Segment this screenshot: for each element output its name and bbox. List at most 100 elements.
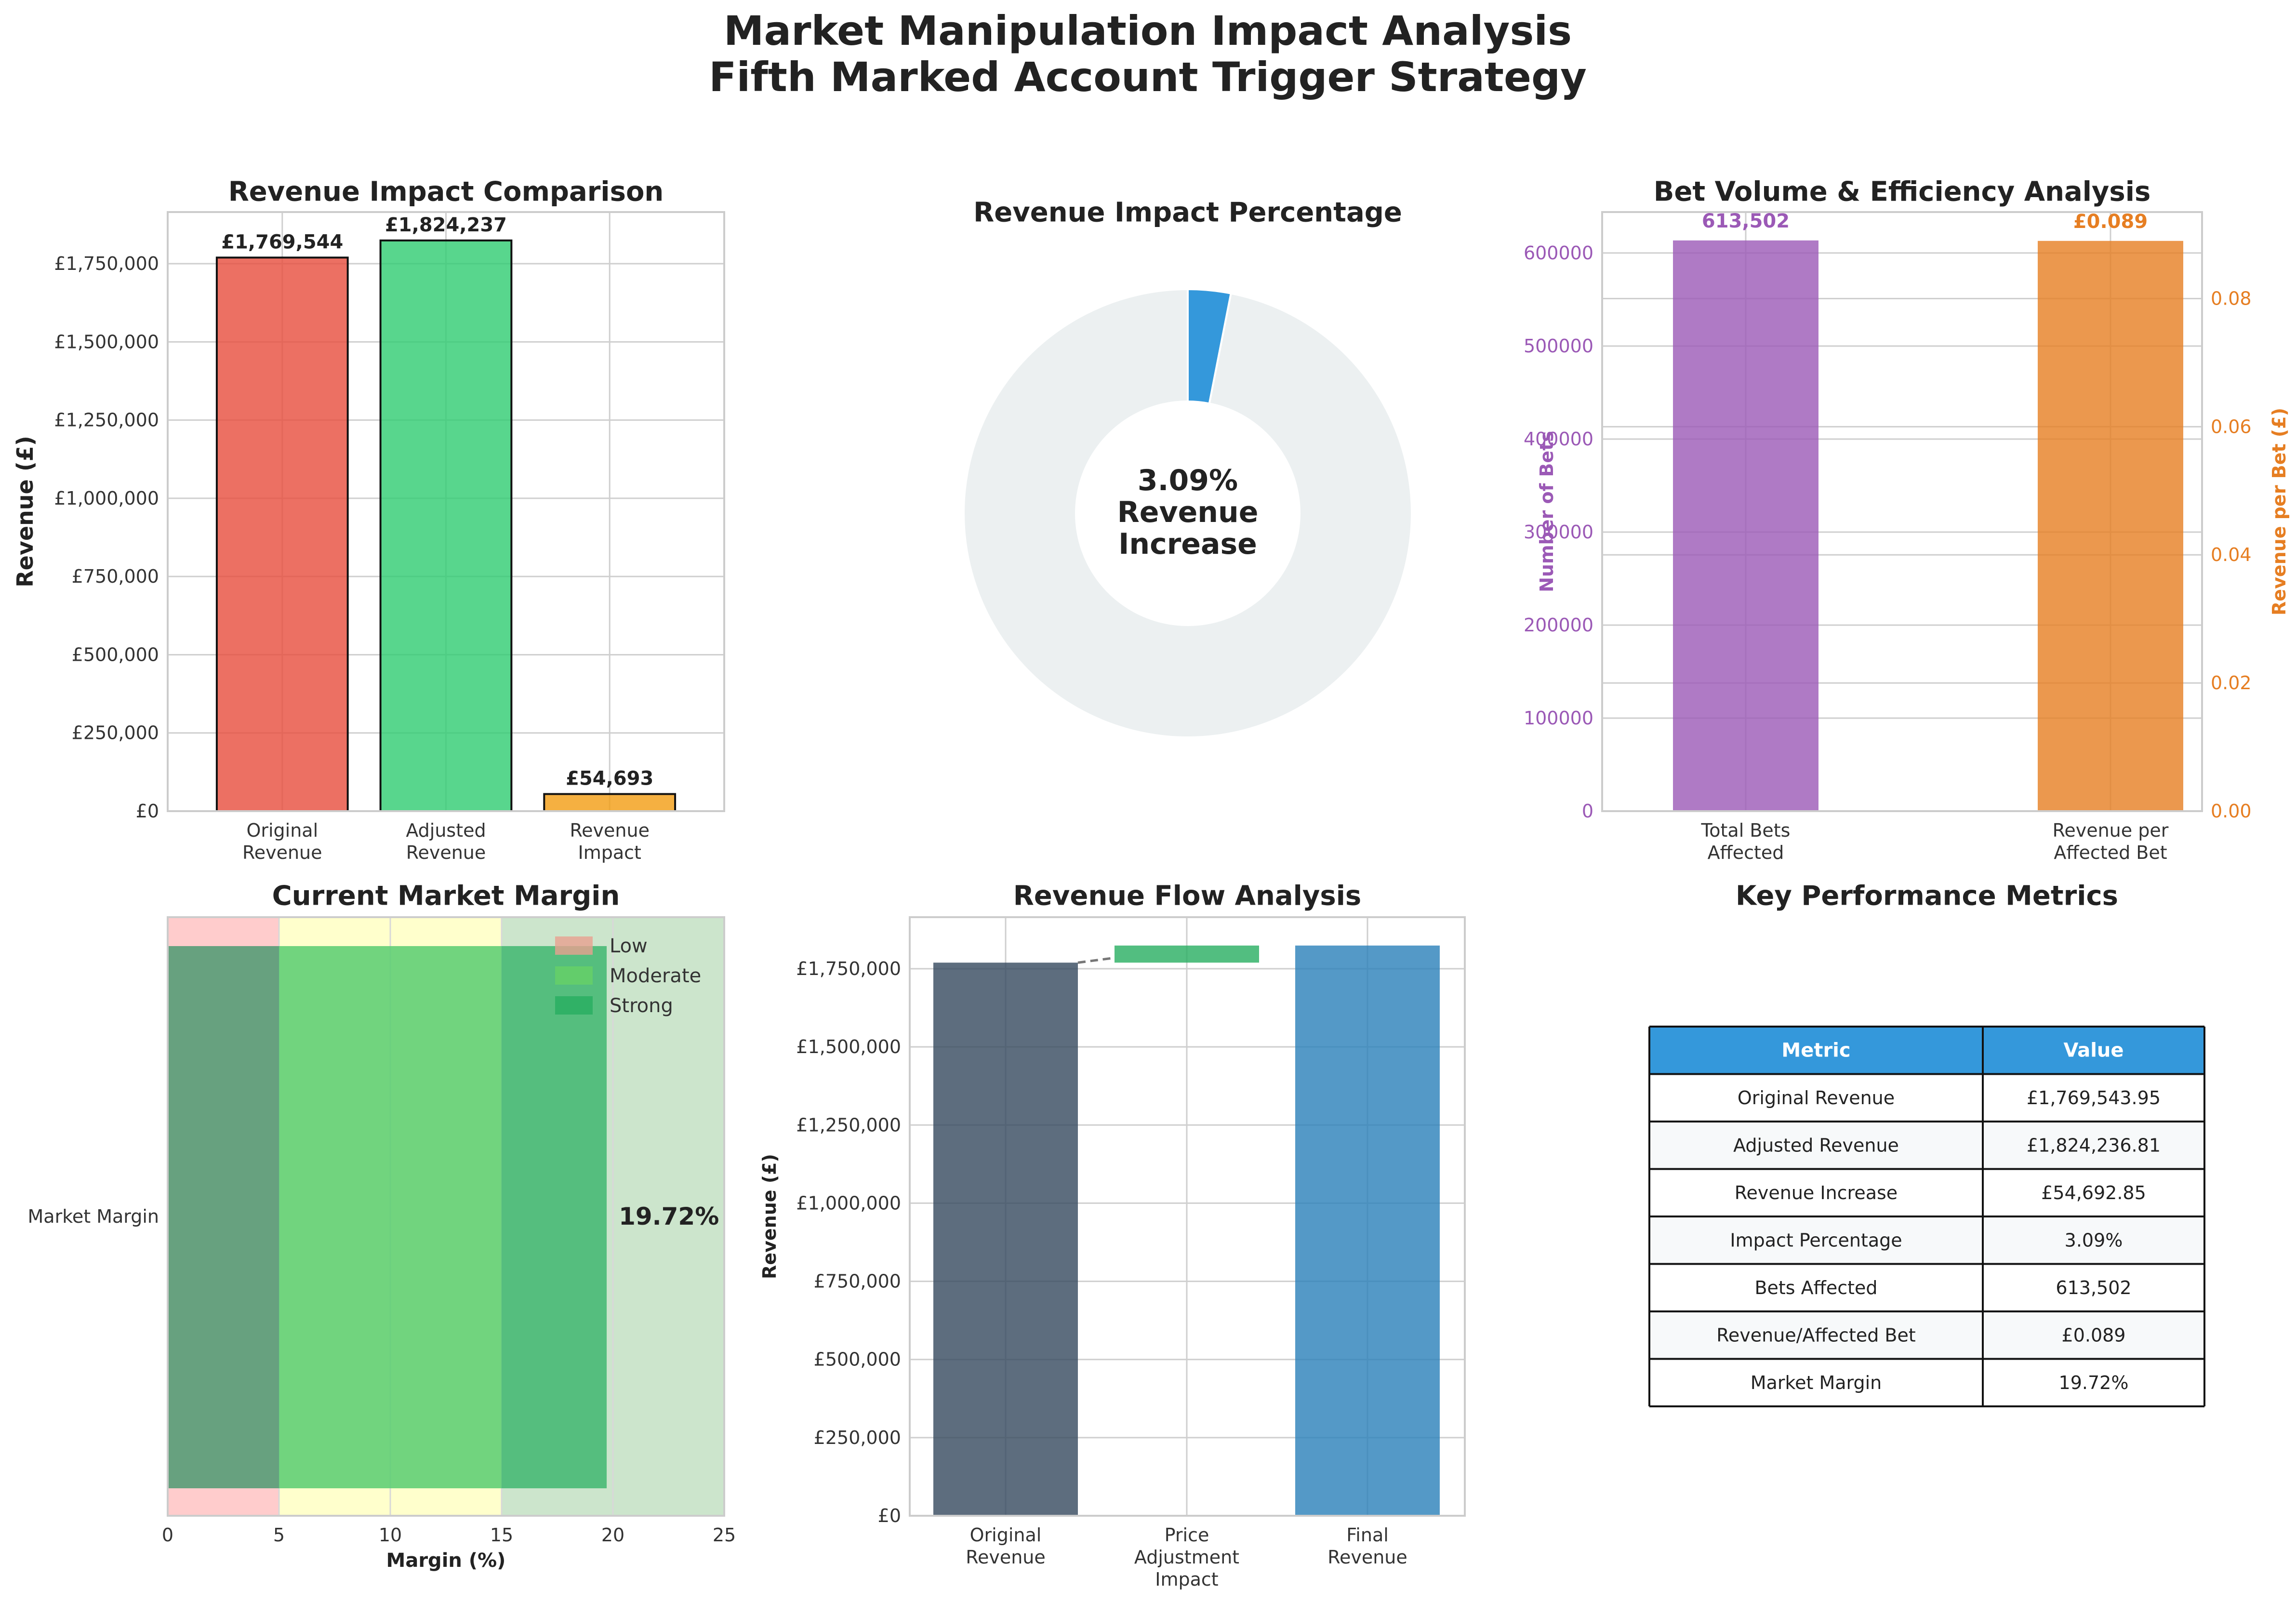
bar-overlay (168, 946, 279, 1488)
bar-overlay (279, 946, 502, 1488)
table-row (1649, 1359, 2204, 1406)
bar (2038, 240, 2183, 812)
x-tick-label: 5 (273, 1524, 285, 1546)
revenue-flow-chart: £0 £250,000 £500,000 £750,000 £1,000,000 £1,2… (759, 881, 1466, 1590)
bar (543, 793, 677, 813)
x-tick-label: Affected (1708, 842, 1784, 863)
y-tick-label: £1,250,000 (796, 1114, 901, 1135)
chart-title: Revenue Impact Comparison (228, 176, 664, 208)
y-tick-label: £750,000 (72, 566, 159, 587)
y-tick-label: £250,000 (72, 722, 159, 744)
table-cell: Revenue/Affected Bet (1716, 1324, 1916, 1346)
bar-data-label: £1,769,544 (221, 231, 343, 253)
y-tick-label: £750,000 (814, 1271, 901, 1292)
donut-center-text: 3.09% (1138, 464, 1238, 497)
table-cell: Impact Percentage (1730, 1229, 1902, 1251)
y-tick-label-left: 300000 (1524, 521, 1593, 543)
x-tick-label: 20 (601, 1524, 624, 1546)
table-cell: Original Revenue (1738, 1087, 1895, 1109)
x-tick-label: 0 (162, 1524, 173, 1546)
y-tick-label: Market Margin (28, 1206, 159, 1227)
chart-title: Revenue Impact Percentage (973, 197, 1402, 228)
y-tick-label-left: 600000 (1524, 242, 1593, 264)
x-tick-label: Original (246, 820, 318, 841)
y-tick-label-left: 0 (1582, 801, 1593, 822)
revenue-comparison-chart: £0 £250,000 £500,000 £750,000 £1,000,000 £1,2… (12, 176, 725, 863)
table-row (1649, 1122, 2204, 1169)
y-tick-label: £1,250,000 (54, 410, 159, 431)
connector-line (1077, 956, 1115, 964)
y-axis-label: Revenue (£) (759, 1154, 780, 1279)
y-tick-label-left: 100000 (1524, 708, 1593, 729)
table-row (1649, 1311, 2204, 1359)
table-cell: Revenue Increase (1735, 1182, 1898, 1203)
bar-data-label: 613,502 (1702, 210, 1790, 232)
y-axis-label-right: Revenue per Bet (£) (2269, 408, 2290, 615)
pie-slice (963, 288, 1413, 738)
legend-label: Strong (610, 995, 673, 1017)
table-row (1649, 1074, 2204, 1122)
y-tick-label: £0 (878, 1505, 901, 1526)
table-cell: £0.089 (2062, 1324, 2126, 1346)
y-tick-label: £1,000,000 (796, 1192, 901, 1214)
bar (1673, 240, 1818, 811)
y-tick-label-right: 0.02 (2211, 672, 2252, 694)
table-title: Key Performance Metrics (1736, 881, 2118, 912)
bar-data-label: £54,693 (566, 767, 653, 789)
plot-frame (167, 916, 725, 1517)
table-row (1649, 1264, 2204, 1311)
x-tick-label: Adjusted (406, 820, 486, 841)
donut-center-text: Increase (1118, 527, 1257, 561)
y-tick-label-right: 0.04 (2211, 544, 2252, 565)
table-cell: 3.09% (2065, 1229, 2123, 1251)
legend-swatch (555, 996, 593, 1015)
table-cell: £54,692.85 (2041, 1182, 2146, 1203)
x-tick-label: Adjustment (1134, 1547, 1239, 1568)
y-tick-label-left: 400000 (1524, 428, 1593, 450)
table-cell: Bets Affected (1754, 1277, 1877, 1298)
metrics-table: Key Performance Metrics Metric Value Origin… (1648, 881, 2205, 1407)
legend-label: Low (610, 935, 648, 957)
y-tick-label-right: 0.08 (2211, 288, 2252, 309)
table-cell: 613,502 (2056, 1277, 2131, 1298)
y-tick-label: £250,000 (814, 1427, 901, 1448)
legend-swatch (555, 966, 593, 985)
y-axis-label-left: Number of Bets (1536, 431, 1557, 592)
figure-title: Fifth Marked Account Trigger Strategy (709, 53, 1587, 101)
table-header-cell: Value (2063, 1039, 2123, 1061)
table-cell: Adjusted Revenue (1733, 1135, 1899, 1156)
bar (933, 962, 1078, 1516)
bet-volume-chart: 0 100000 200000 300000 400000 500000 600000 0.0… (1524, 176, 2290, 864)
x-tick-label: Revenue (1327, 1547, 1407, 1568)
table-header-row (1649, 1027, 2204, 1074)
x-tick-label: Impact (1155, 1569, 1218, 1590)
x-tick-label: 15 (490, 1524, 513, 1546)
x-tick-label: Impact (578, 842, 641, 863)
bar-data-label: £1,824,237 (385, 214, 507, 236)
y-tick-label: £1,000,000 (54, 488, 159, 509)
chart-title: Current Market Margin (272, 881, 620, 912)
y-tick-label: £500,000 (72, 644, 159, 665)
y-tick-label: £1,500,000 (796, 1036, 901, 1057)
y-tick-label-left: 200000 (1524, 614, 1593, 636)
x-tick-label: Total Bets (1701, 820, 1791, 841)
x-tick-label: 10 (379, 1524, 402, 1546)
bar (215, 256, 349, 813)
y-tick-label: £1,750,000 (54, 253, 159, 274)
legend-label: Moderate (610, 965, 701, 987)
bar (1115, 945, 1259, 963)
table-cell: 19.72% (2059, 1372, 2129, 1393)
donut-center-text: Revenue (1117, 495, 1259, 529)
y-tick-label: £1,500,000 (54, 331, 159, 352)
table-cell: Market Margin (1751, 1372, 1882, 1393)
x-axis-label: Margin (%) (386, 1550, 506, 1572)
x-tick-label: Revenue (242, 842, 322, 863)
table-cell: £1,824,236.81 (2027, 1135, 2161, 1156)
table-header-cell: Metric (1781, 1039, 1850, 1061)
chart-title: Revenue Flow Analysis (1013, 881, 1362, 912)
chart-title: Bet Volume & Efficiency Analysis (1654, 176, 2151, 208)
bar (1295, 945, 1440, 1516)
y-tick-label: £0 (136, 801, 159, 822)
legend-swatch (555, 936, 593, 955)
